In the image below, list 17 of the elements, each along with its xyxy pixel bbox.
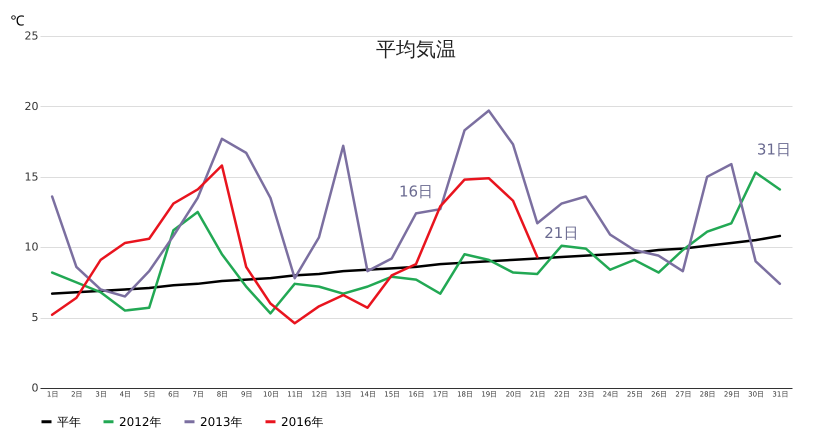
y-tick-label: 15 <box>24 170 38 184</box>
y-tick-label: 0 <box>32 382 38 394</box>
annotation: 16日 <box>398 182 434 200</box>
line-series <box>50 171 782 315</box>
y-tick-label: 10 <box>24 240 38 254</box>
line-series <box>50 164 539 324</box>
y-tick-label: 25 <box>24 30 38 42</box>
y-axis-title: ℃ <box>10 12 24 28</box>
chart-title: 平均気温 <box>376 37 456 61</box>
annotation: 21日 <box>544 224 578 242</box>
legend-label: 2012年 <box>119 414 162 429</box>
legend-label: 平年 <box>57 414 81 429</box>
y-tick-label: 20 <box>24 100 38 113</box>
legend-label: 2013年 <box>200 414 243 429</box>
annotation: 31日 <box>756 140 791 158</box>
y-tick-label: 5 <box>32 311 38 324</box>
legend-label: 2016年 <box>281 414 324 429</box>
